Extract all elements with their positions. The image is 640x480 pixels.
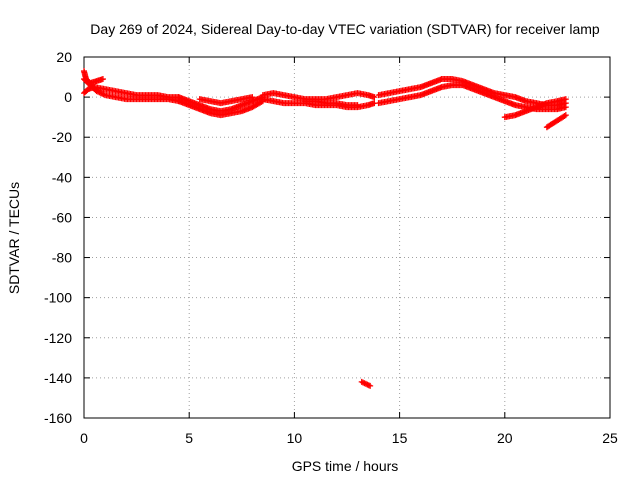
plot-frame <box>83 56 611 419</box>
series-segment <box>196 94 256 107</box>
series-segment <box>501 96 569 121</box>
y-tick-label: -80 <box>52 250 72 266</box>
data-point <box>562 96 569 103</box>
data-point <box>354 102 361 109</box>
data-point <box>367 382 374 389</box>
data-point <box>562 112 569 119</box>
y-axis-label: SDTVAR / TECUs <box>6 182 22 294</box>
y-tick-label: -140 <box>44 370 72 386</box>
data-series <box>81 68 569 389</box>
data-point <box>561 112 568 119</box>
y-tick-label: -100 <box>44 290 72 306</box>
data-point <box>249 94 256 101</box>
series-segment <box>81 68 106 87</box>
x-tick-label: 25 <box>602 430 618 446</box>
data-point <box>371 94 378 101</box>
series-segment <box>375 76 569 109</box>
x-tick-label: 5 <box>185 430 193 446</box>
axis-ticks: 0 5 10 15 20 25 20 0 -20 -40 -60 -80 -100 -120 -140 -16… <box>44 49 618 446</box>
y-tick-label: -60 <box>52 209 72 225</box>
series-segment <box>259 90 378 103</box>
y-tick-label: -120 <box>44 330 72 346</box>
y-tick-label: -40 <box>52 169 72 185</box>
x-tick-label: 0 <box>80 430 88 446</box>
x-tick-label: 10 <box>287 430 303 446</box>
data-point <box>99 76 106 83</box>
y-tick-label: 20 <box>56 49 72 65</box>
x-tick-label: 20 <box>497 430 513 446</box>
data-point <box>562 104 569 111</box>
y-tick-label: -160 <box>44 410 72 426</box>
y-tick-label: -20 <box>52 129 72 145</box>
series-segment <box>301 98 361 109</box>
y-tick-label: 0 <box>64 89 72 105</box>
chart-title: Day 269 of 2024, Sidereal Day-to-day VTE… <box>90 21 600 37</box>
series-segment <box>358 378 374 389</box>
series-segment <box>175 98 266 119</box>
x-tick-label: 15 <box>392 430 408 446</box>
series-segment <box>543 112 569 131</box>
x-axis-label: GPS time / hours <box>292 458 399 474</box>
